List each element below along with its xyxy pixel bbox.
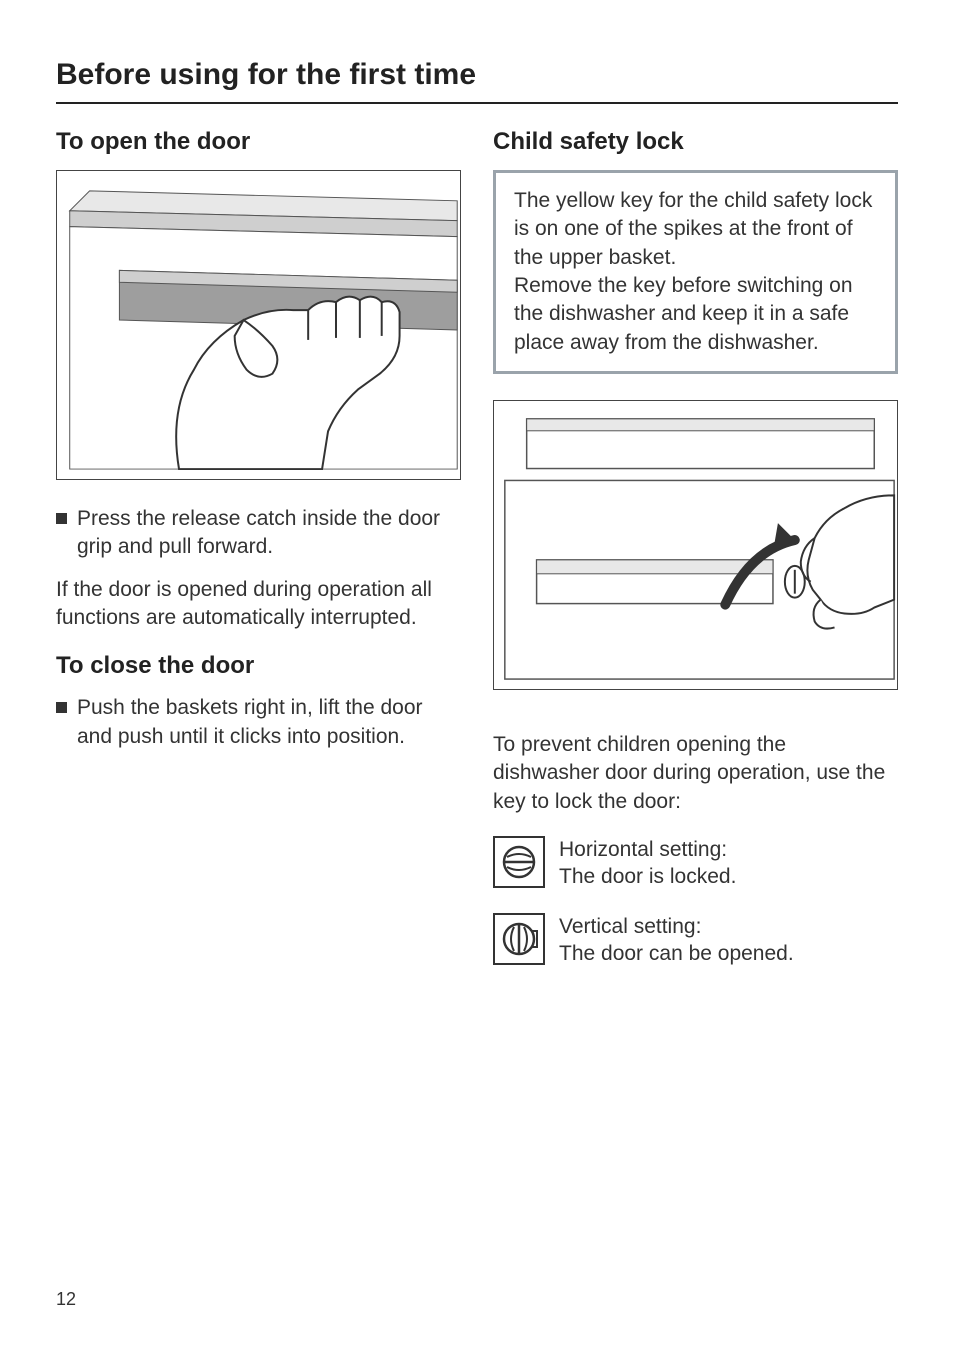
- square-bullet-icon: [56, 513, 67, 524]
- paragraph-prevent-children: To prevent children opening the dishwash…: [493, 731, 898, 816]
- setting-horizontal: Horizontal setting: The door is locked.: [493, 836, 898, 891]
- setting-line1: Vertical setting:: [559, 913, 794, 940]
- lock-horizontal-icon: [493, 836, 545, 888]
- left-column: To open the door: [56, 128, 461, 989]
- content-columns: To open the door: [56, 128, 898, 989]
- figure-open-door: [56, 170, 461, 480]
- page-number: 12: [56, 1289, 76, 1310]
- setting-vertical-text: Vertical setting: The door can be opened…: [559, 913, 794, 968]
- setting-line1: Horizontal setting:: [559, 836, 736, 863]
- manual-page: Before using for the first time To open …: [0, 0, 954, 1352]
- bullet-close-door: Push the baskets right in, lift the door…: [56, 694, 461, 751]
- heading-child-lock: Child safety lock: [493, 128, 898, 156]
- square-bullet-icon: [56, 702, 67, 713]
- bullet-text: Press the release catch inside the door …: [77, 505, 461, 562]
- heading-close-door: To close the door: [56, 652, 461, 680]
- bullet-text: Push the baskets right in, lift the door…: [77, 694, 461, 751]
- figure-child-lock: [493, 400, 898, 690]
- bullet-open-door: Press the release catch inside the door …: [56, 505, 461, 562]
- page-title: Before using for the first time: [56, 58, 898, 104]
- setting-line2: The door can be opened.: [559, 940, 794, 967]
- setting-vertical: Vertical setting: The door can be opened…: [493, 913, 898, 968]
- paragraph-open-interrupt: If the door is opened during operation a…: [56, 576, 461, 633]
- heading-open-door: To open the door: [56, 128, 461, 156]
- lock-vertical-icon: [493, 913, 545, 965]
- setting-horizontal-text: Horizontal setting: The door is locked.: [559, 836, 736, 891]
- info-text: The yellow key for the child safety lock…: [514, 189, 872, 354]
- setting-line2: The door is locked.: [559, 863, 736, 890]
- info-box-child-key: The yellow key for the child safety lock…: [493, 170, 898, 374]
- right-column: Child safety lock The yellow key for the…: [493, 128, 898, 989]
